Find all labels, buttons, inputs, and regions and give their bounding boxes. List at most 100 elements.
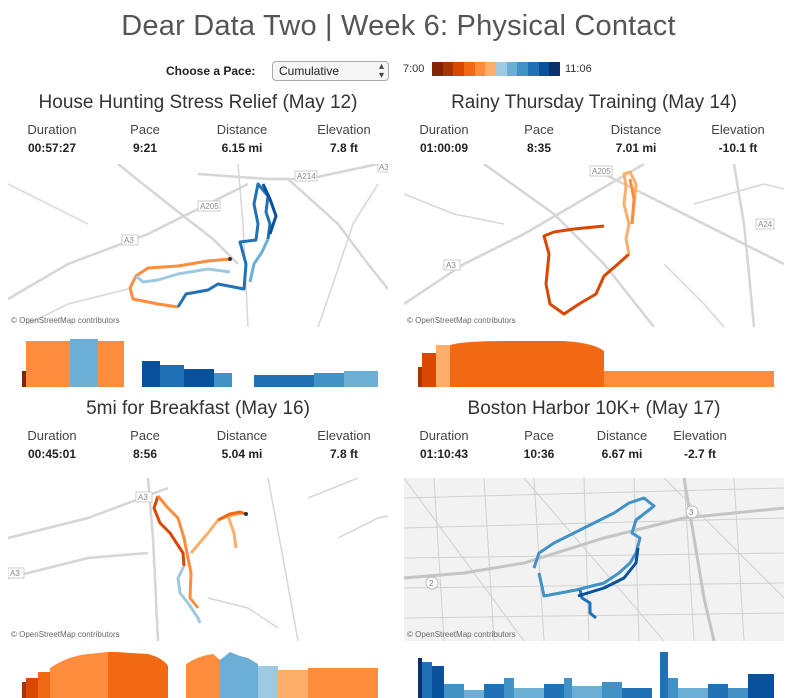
map-roads bbox=[8, 164, 388, 327]
road-labels: A3 A3 bbox=[8, 491, 153, 579]
stat-duration: Duration 00:57:27 bbox=[12, 122, 92, 155]
legend-swatch bbox=[453, 62, 465, 76]
controls-bar: Choose a Pace: Cumulative ▴ ▾ 7:00 11:06 bbox=[0, 60, 797, 84]
legend-swatch bbox=[496, 62, 507, 76]
stat-value: 7.8 ft bbox=[329, 447, 358, 461]
road-labels: A205 A24 A3 bbox=[443, 165, 775, 271]
stat-pace: Pace 10:36 bbox=[504, 428, 574, 461]
page-title: Dear Data Two | Week 6: Physical Contact bbox=[121, 10, 676, 42]
stat-duration: Duration 00:45:01 bbox=[12, 428, 92, 461]
elevation-svg bbox=[22, 652, 378, 698]
route-end-marker bbox=[228, 257, 232, 261]
road-label: 3 bbox=[689, 508, 694, 517]
road-label: A3 bbox=[138, 493, 148, 502]
map-roads bbox=[404, 164, 784, 327]
run-map[interactable]: A205 A214 A3 A3 © OpenStreetMap contribu… bbox=[8, 164, 388, 327]
road-label: A205 bbox=[200, 202, 219, 211]
run-stats: Duration 00:45:01 Pace 8:56 Distance 5.04 m… bbox=[8, 428, 388, 468]
map-attribution: © OpenStreetMap contributors bbox=[11, 630, 120, 639]
run-title: House Hunting Stress Relief (May 12) bbox=[38, 92, 358, 113]
stat-value: 9:21 bbox=[132, 141, 158, 155]
run-stats: Duration 01:00:09 Pace 8:35 Distance 7.01 m… bbox=[404, 122, 784, 162]
stat-elevation: Elevation -10.1 ft bbox=[698, 122, 778, 155]
stat-pace: Pace 9:21 bbox=[110, 122, 180, 155]
legend-swatch bbox=[474, 62, 486, 76]
road-labels: A205 A214 A3 A3 bbox=[121, 164, 388, 246]
legend-swatch bbox=[464, 62, 475, 76]
legend-swatch bbox=[517, 62, 529, 76]
run-panel-house-hunting: House Hunting Stress Relief (May 12) Dur… bbox=[8, 92, 388, 387]
pace-label: Choose a Pace: bbox=[166, 64, 256, 78]
stat-label: Distance bbox=[216, 122, 268, 137]
run-stats: Duration 00:57:27 Pace 9:21 Distance 6.15 m… bbox=[8, 122, 388, 162]
elevation-chart bbox=[404, 337, 784, 387]
stat-distance: Distance 5.04 mi bbox=[204, 428, 280, 461]
elevation-svg bbox=[418, 341, 774, 387]
stat-distance: Distance 7.01 mi bbox=[598, 122, 674, 155]
route-end-marker bbox=[244, 512, 248, 516]
select-arrows-icon: ▴ ▾ bbox=[378, 61, 384, 81]
pace-legend-bar bbox=[432, 62, 561, 76]
map-svg: A205 A214 A3 A3 bbox=[8, 164, 388, 327]
run-route bbox=[542, 170, 638, 316]
route-shield bbox=[685, 505, 699, 519]
run-title: Rainy Thursday Training (May 14) bbox=[451, 92, 737, 113]
stat-value: 7.8 ft bbox=[329, 141, 358, 155]
stat-pace: Pace 8:56 bbox=[110, 428, 180, 461]
legend-swatch bbox=[506, 62, 518, 76]
stat-label: Elevation bbox=[317, 428, 371, 443]
stat-label: Elevation bbox=[673, 428, 727, 443]
stat-label: Duration bbox=[419, 122, 469, 137]
road-label: A205 bbox=[592, 167, 611, 176]
road-label: 2 bbox=[429, 579, 434, 588]
run-map[interactable]: A205 A24 A3 © OpenStreetMap contributors bbox=[404, 164, 784, 327]
legend-max-label: 11:06 bbox=[565, 63, 592, 75]
run-route bbox=[532, 496, 656, 620]
pace-select[interactable]: Cumulative ▴ ▾ bbox=[272, 61, 389, 81]
stat-label: Pace bbox=[524, 428, 554, 443]
stat-value: 7.01 mi bbox=[615, 141, 657, 155]
run-title: 5mi for Breakfast (May 16) bbox=[86, 398, 310, 419]
stat-pace: Pace 8:35 bbox=[504, 122, 574, 155]
stat-label: Distance bbox=[610, 122, 662, 137]
stat-value: 01:00:09 bbox=[419, 141, 469, 155]
stat-duration: Duration 01:10:43 bbox=[404, 428, 484, 461]
run-stats: Duration 01:10:43 Pace 10:36 Distance 6.67 … bbox=[404, 428, 784, 468]
map-svg: A3 A3 bbox=[8, 478, 388, 641]
legend-min-label: 7:00 bbox=[403, 63, 425, 75]
road-label: A24 bbox=[758, 220, 773, 229]
stat-label: Pace bbox=[130, 428, 160, 443]
stat-distance: Distance 6.67 mi bbox=[584, 428, 660, 461]
legend-swatch bbox=[549, 62, 561, 76]
run-map[interactable]: 2 3 © OpenStreetMap contributors bbox=[404, 478, 784, 641]
stat-label: Duration bbox=[27, 122, 77, 137]
stat-value: -10.1 ft bbox=[718, 141, 758, 155]
stat-value: 8:35 bbox=[526, 141, 552, 155]
road-label: A214 bbox=[297, 172, 316, 181]
pace-select-value: Cumulative bbox=[279, 64, 340, 78]
stat-label: Distance bbox=[596, 428, 648, 443]
stat-value: 00:45:01 bbox=[27, 447, 77, 461]
road-label: A3 bbox=[446, 261, 456, 270]
elevation-chart bbox=[404, 648, 784, 698]
run-map[interactable]: A3 A3 © OpenStreetMap contributors bbox=[8, 478, 388, 641]
elevation-chart bbox=[8, 337, 388, 387]
stat-elevation: Elevation 7.8 ft bbox=[304, 428, 384, 461]
stat-value: 6.15 mi bbox=[221, 141, 263, 155]
legend-swatch bbox=[538, 62, 550, 76]
stat-label: Elevation bbox=[317, 122, 371, 137]
stat-elevation: Elevation 7.8 ft bbox=[304, 122, 384, 155]
stat-label: Distance bbox=[216, 428, 268, 443]
elevation-svg bbox=[418, 652, 774, 698]
stat-label: Pace bbox=[130, 122, 160, 137]
stat-label: Duration bbox=[27, 428, 77, 443]
stat-value: 8:56 bbox=[132, 447, 158, 461]
stat-elevation: Elevation -2.7 ft bbox=[660, 428, 740, 461]
stat-value: 10:36 bbox=[523, 447, 555, 461]
stat-value: -2.7 ft bbox=[683, 447, 716, 461]
map-attribution: © OpenStreetMap contributors bbox=[407, 316, 516, 325]
stat-value: 00:57:27 bbox=[27, 141, 77, 155]
stat-value: 01:10:43 bbox=[419, 447, 469, 461]
run-panel-boston-harbor: Boston Harbor 10K+ (May 17) Duration 01:1… bbox=[404, 398, 784, 698]
map-attribution: © OpenStreetMap contributors bbox=[407, 630, 516, 639]
